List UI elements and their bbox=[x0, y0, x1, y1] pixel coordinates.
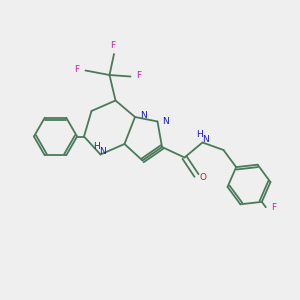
Text: N: N bbox=[140, 111, 147, 120]
Text: N: N bbox=[99, 147, 105, 156]
Text: O: O bbox=[200, 172, 207, 182]
Text: F: F bbox=[272, 203, 277, 212]
Text: H: H bbox=[93, 142, 100, 151]
Text: N: N bbox=[163, 117, 169, 126]
Text: F: F bbox=[110, 41, 115, 50]
Text: N: N bbox=[202, 135, 209, 144]
Text: F: F bbox=[136, 70, 142, 80]
Text: F: F bbox=[74, 64, 80, 74]
Text: H: H bbox=[196, 130, 203, 139]
